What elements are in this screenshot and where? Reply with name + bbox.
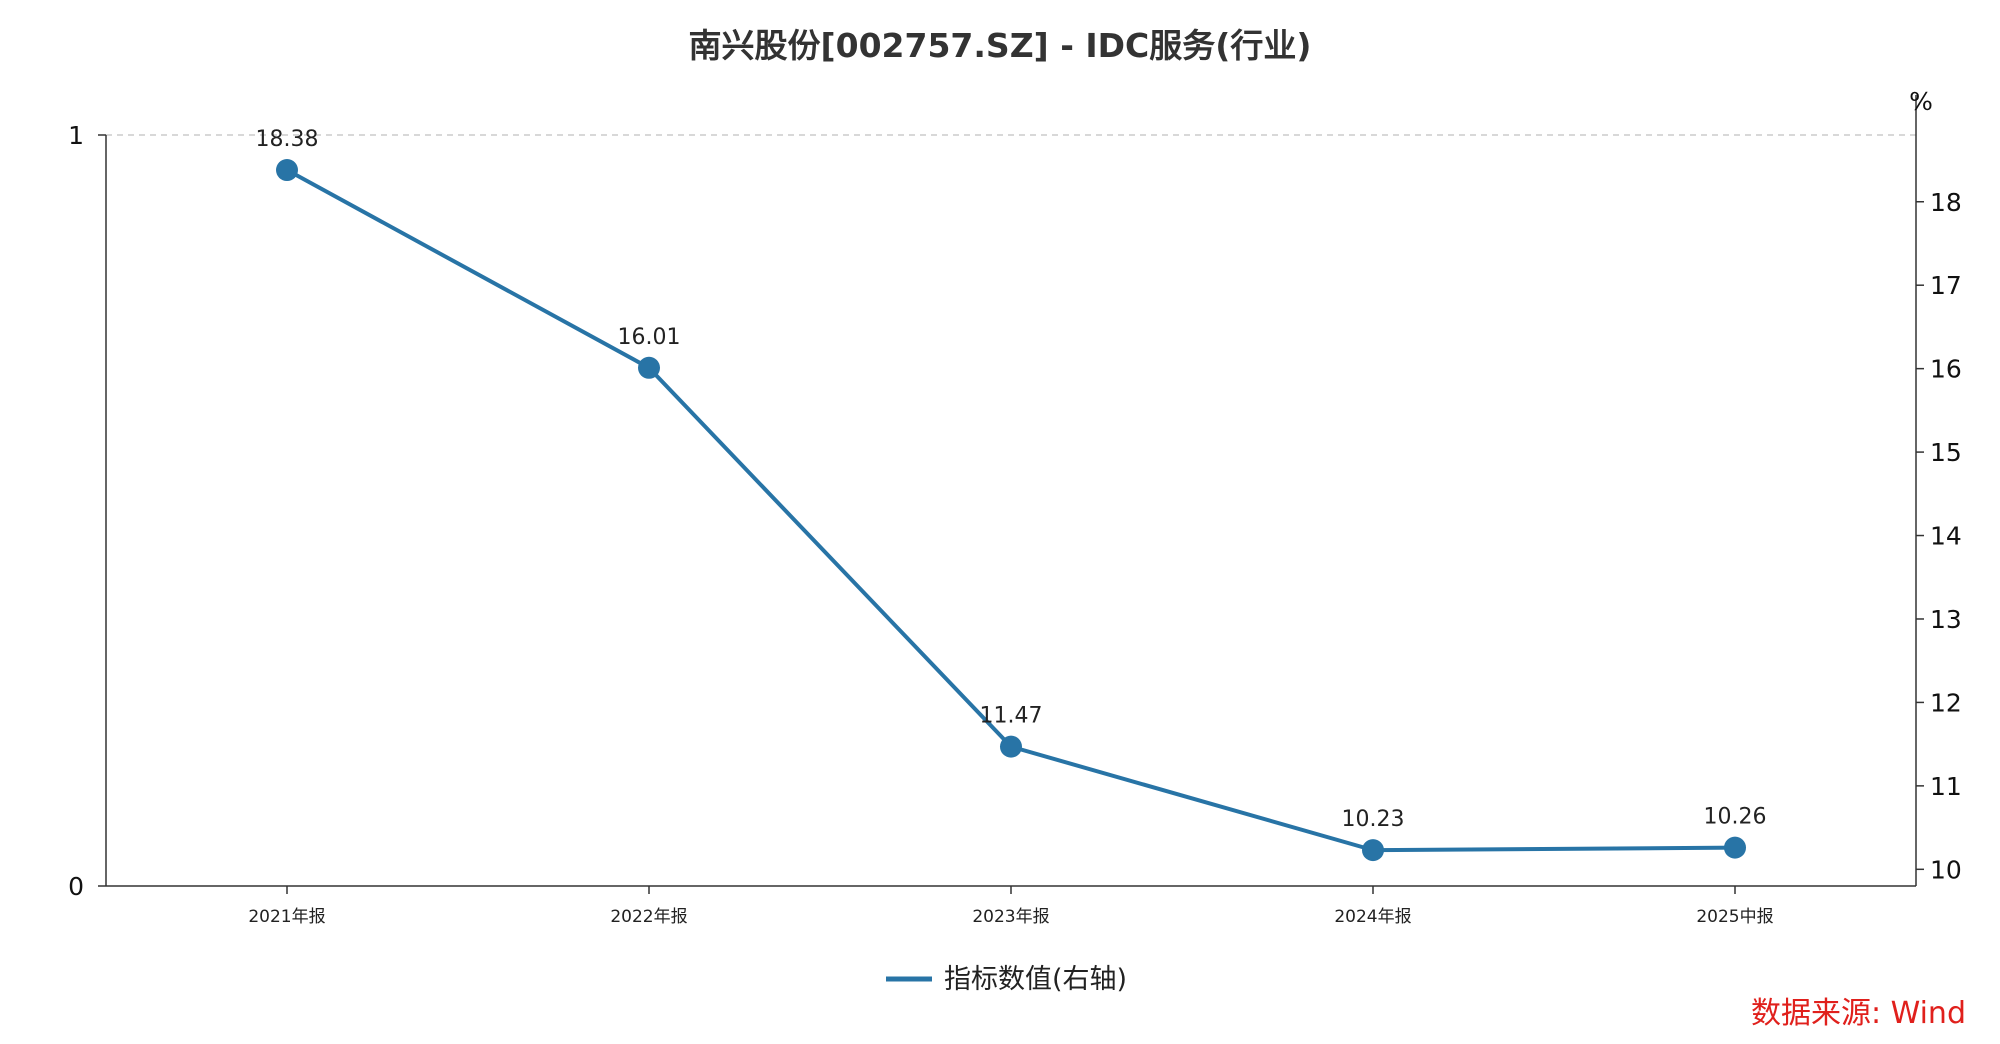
axes: [105, 95, 1917, 887]
source-note: 数据来源: Wind: [1751, 996, 1966, 1031]
right-tick-label: 12: [1930, 688, 1962, 717]
right-tick-label: 10: [1930, 855, 1962, 884]
data-point: [638, 356, 660, 379]
right-tick-label: 13: [1930, 605, 1962, 634]
data-point: [276, 159, 298, 182]
chart-title: 南兴股份[002757.SZ] - IDC服务(行业): [689, 26, 1312, 65]
x-tick-label: 2024年报: [1334, 907, 1411, 927]
legend: 指标数值(右轴): [886, 964, 1127, 995]
left-tick-label: 1: [68, 121, 84, 150]
x-axis-ticks: 2021年报 2022年报 2023年报 2024年报 2025中报: [248, 886, 1774, 927]
x-tick-label: 2022年报: [610, 907, 687, 927]
right-tick-label: 18: [1930, 188, 1962, 217]
legend-label: 指标数值(右轴): [944, 964, 1127, 995]
left-tick-label: 0: [68, 872, 84, 901]
data-label: 10.23: [1342, 807, 1405, 832]
right-tick-label: 16: [1930, 355, 1962, 384]
right-axis-ticks: 10 11 12 13 14 15 16 17 18: [1916, 188, 1962, 884]
left-axis-ticks: 01: [68, 121, 106, 901]
x-tick-label: 2025中报: [1696, 907, 1773, 927]
data-label: 18.38: [256, 127, 319, 152]
data-point: [1724, 836, 1746, 859]
x-tick-label: 2023年报: [972, 907, 1049, 927]
data-point: [1362, 839, 1384, 862]
data-label: 16.01: [618, 325, 681, 350]
series-layer: 18.38 16.01 11.47 10.23 10.26: [256, 127, 1767, 862]
data-label: 11.47: [980, 704, 1043, 729]
right-tick-label: 15: [1930, 438, 1962, 467]
right-tick-label: 14: [1930, 522, 1962, 551]
right-tick-label: 11: [1930, 772, 1962, 801]
data-label: 10.26: [1704, 805, 1767, 830]
right-tick-label: 17: [1930, 271, 1962, 300]
data-point: [1000, 735, 1022, 758]
right-axis-unit-label: %: [1909, 87, 1933, 116]
x-tick-label: 2021年报: [248, 907, 325, 927]
